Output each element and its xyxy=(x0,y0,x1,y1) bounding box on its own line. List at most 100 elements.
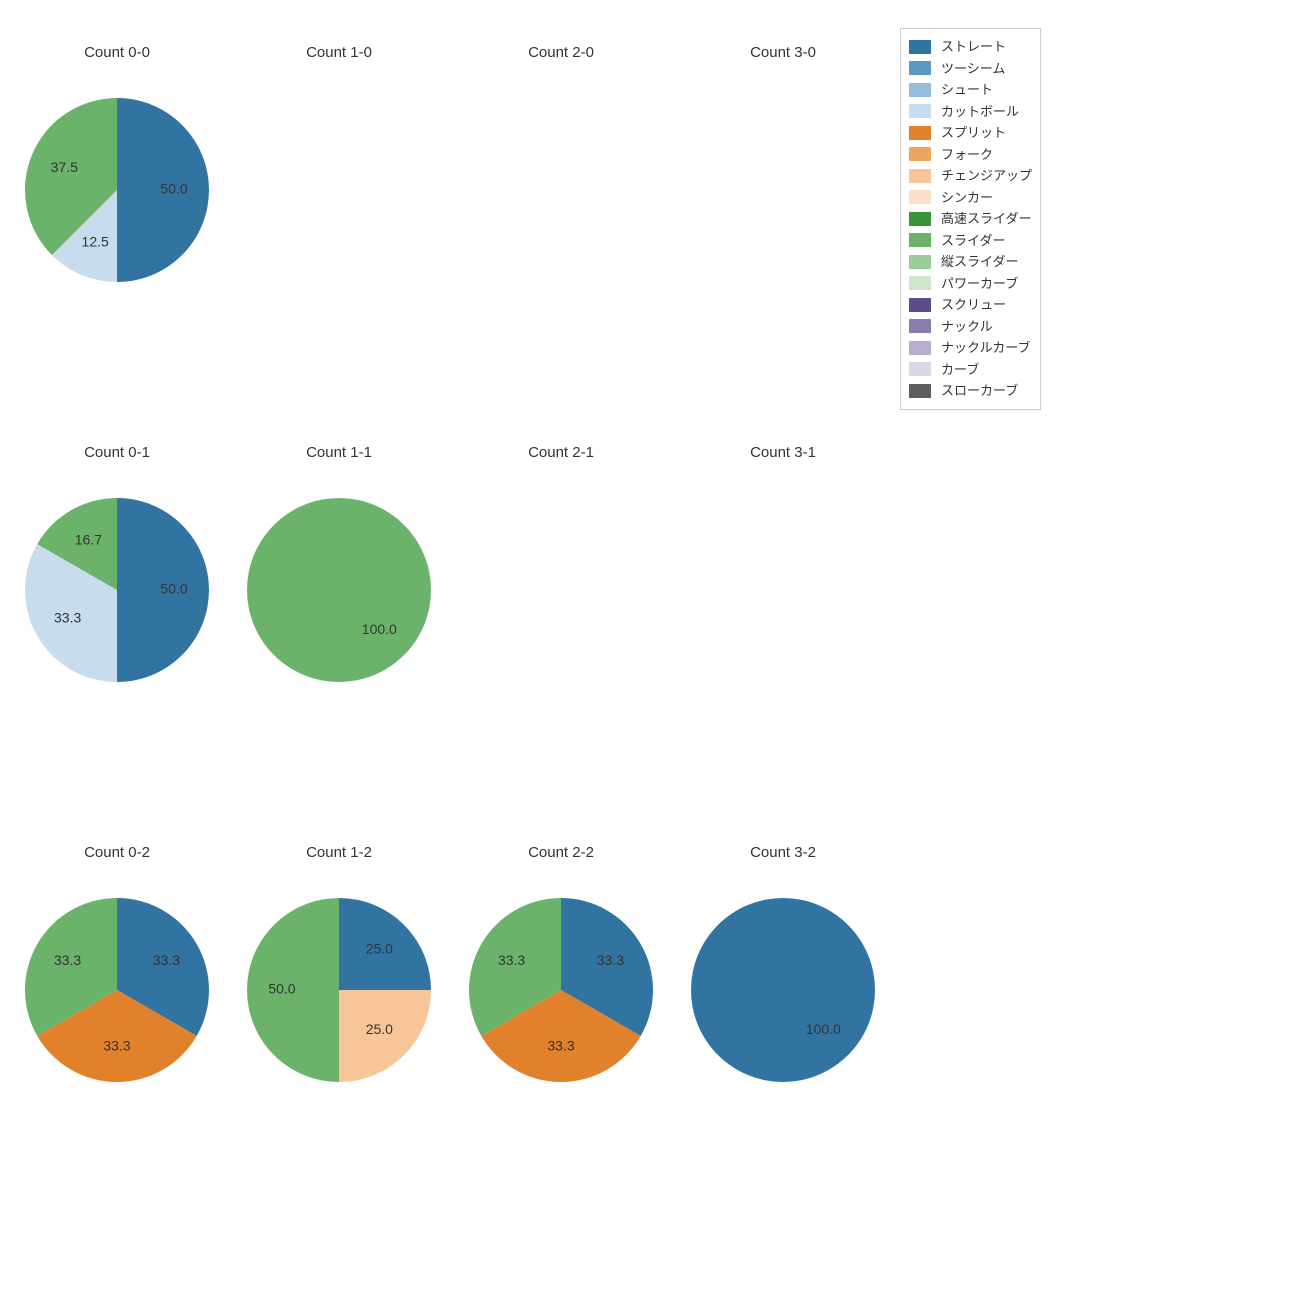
legend-swatch xyxy=(909,362,931,376)
pie-cell: Count 3-0 xyxy=(672,20,894,420)
pie-chart: 33.3 33.3 33.3 xyxy=(450,820,672,1220)
legend-item: シンカー xyxy=(909,188,1032,208)
legend-swatch xyxy=(909,384,931,398)
pie-slice-label: 33.3 xyxy=(498,952,525,968)
legend-swatch xyxy=(909,126,931,140)
pie-slice-label: 25.0 xyxy=(366,1021,393,1037)
pie-slice-label: 33.3 xyxy=(54,952,81,968)
pie-cell: Count 2-2 33.3 33.3 33.3 xyxy=(450,820,672,1220)
legend-swatch xyxy=(909,233,931,247)
pie-chart: 50.0 33.3 16.7 xyxy=(6,420,228,820)
legend-label: 高速スライダー xyxy=(941,209,1031,229)
legend-label: カーブ xyxy=(941,360,979,380)
chart-title: Count 1-0 xyxy=(228,44,450,61)
chart-title: Count 0-1 xyxy=(6,444,228,461)
pie-cell: Count 3-1 xyxy=(672,420,894,820)
legend-item: 縦スライダー xyxy=(909,252,1032,272)
legend-swatch xyxy=(909,255,931,269)
pie-chart: 100.0 xyxy=(672,820,894,1220)
pie-chart xyxy=(450,20,672,420)
pie-cell: Count 3-2100.0 xyxy=(672,820,894,1220)
legend-swatch xyxy=(909,40,931,54)
legend-swatch xyxy=(909,341,931,355)
legend-item: 高速スライダー xyxy=(909,209,1032,229)
pie-cell: Count 1-225.025.050.0 xyxy=(228,820,450,1220)
chart-title: Count 3-0 xyxy=(672,44,894,61)
pie-cell: Count 2-0 xyxy=(450,20,672,420)
pie-slice-label: 33.3 xyxy=(547,1038,574,1054)
legend-label: スクリュー xyxy=(941,295,1006,315)
chart-title: Count 3-1 xyxy=(672,444,894,461)
legend-item: ナックルカーブ xyxy=(909,338,1032,358)
pie-chart xyxy=(450,420,672,820)
legend-label: スローカーブ xyxy=(941,381,1018,401)
legend-item: カーブ xyxy=(909,360,1032,380)
legend-label: ツーシーム xyxy=(941,59,1005,79)
pie-chart xyxy=(672,20,894,420)
pie-cell: Count 2-1 xyxy=(450,420,672,820)
pie-slice xyxy=(691,898,875,1082)
legend-item: フォーク xyxy=(909,145,1032,165)
chart-title: Count 1-2 xyxy=(228,844,450,861)
pie-chart: 50.0 12.5 37.5 xyxy=(6,20,228,420)
pie-slice-label: 33.3 xyxy=(54,609,81,625)
pie-chart: 100.0 xyxy=(228,420,450,820)
legend-swatch xyxy=(909,104,931,118)
pie-cell: Count 0-2 33.3 33.3 33.3 xyxy=(6,820,228,1220)
legend-swatch xyxy=(909,212,931,226)
legend-label: 縦スライダー xyxy=(941,252,1018,272)
legend: ストレートツーシームシュートカットボールスプリットフォークチェンジアップシンカー… xyxy=(900,28,1041,410)
chart-title: Count 2-0 xyxy=(450,44,672,61)
legend-item: シュート xyxy=(909,80,1032,100)
legend-label: カットボール xyxy=(941,102,1019,122)
pie-cell: Count 1-0 xyxy=(228,20,450,420)
pie-slice-label: 37.5 xyxy=(51,159,78,175)
legend-item: パワーカーブ xyxy=(909,274,1032,294)
legend-swatch xyxy=(909,83,931,97)
legend-swatch xyxy=(909,319,931,333)
legend-label: ストレート xyxy=(941,37,1006,57)
chart-title: Count 2-2 xyxy=(450,844,672,861)
legend-item: ストレート xyxy=(909,37,1032,57)
legend-item: スローカーブ xyxy=(909,381,1032,401)
legend-label: シュート xyxy=(941,80,993,100)
legend-label: フォーク xyxy=(941,145,993,165)
pie-chart: 25.025.050.0 xyxy=(228,820,450,1220)
pie-slice-label: 50.0 xyxy=(160,581,187,597)
legend-item: スクリュー xyxy=(909,295,1032,315)
pie-chart xyxy=(228,20,450,420)
pie-slice-label: 16.7 xyxy=(75,531,102,547)
pie-slice-label: 100.0 xyxy=(806,1021,841,1037)
pie-cell: Count 1-1 100.0 xyxy=(228,420,450,820)
legend-item: ツーシーム xyxy=(909,59,1032,79)
legend-swatch xyxy=(909,61,931,75)
legend-label: スプリット xyxy=(941,123,1006,143)
chart-title: Count 0-2 xyxy=(6,844,228,861)
chart-title: Count 0-0 xyxy=(6,44,228,61)
chart-title: Count 1-1 xyxy=(228,444,450,461)
pie-slice-label: 33.3 xyxy=(103,1038,130,1054)
legend-swatch xyxy=(909,190,931,204)
legend-label: パワーカーブ xyxy=(941,274,1018,294)
pie-chart xyxy=(672,420,894,820)
pie-slice-label: 100.0 xyxy=(362,621,397,637)
legend-swatch xyxy=(909,298,931,312)
legend-item: チェンジアップ xyxy=(909,166,1032,186)
legend-item: ナックル xyxy=(909,317,1032,337)
pie-chart: 33.3 33.3 33.3 xyxy=(6,820,228,1220)
legend-swatch xyxy=(909,169,931,183)
legend-swatch xyxy=(909,147,931,161)
pie-slice-label: 12.5 xyxy=(82,233,109,249)
legend-swatch xyxy=(909,276,931,290)
pie-slice xyxy=(247,498,431,682)
legend-item: スライダー xyxy=(909,231,1032,251)
pie-slice-label: 25.0 xyxy=(366,940,393,956)
legend-item: カットボール xyxy=(909,102,1032,122)
legend-label: スライダー xyxy=(941,231,1005,251)
pie-cell: Count 0-0 50.0 12.5 37.5 xyxy=(6,20,228,420)
pie-slice-label: 33.3 xyxy=(153,952,180,968)
pie-slice-label: 50.0 xyxy=(160,181,187,197)
chart-title: Count 2-1 xyxy=(450,444,672,461)
pie-slice-label: 33.3 xyxy=(597,952,624,968)
legend-label: ナックルカーブ xyxy=(941,338,1030,358)
